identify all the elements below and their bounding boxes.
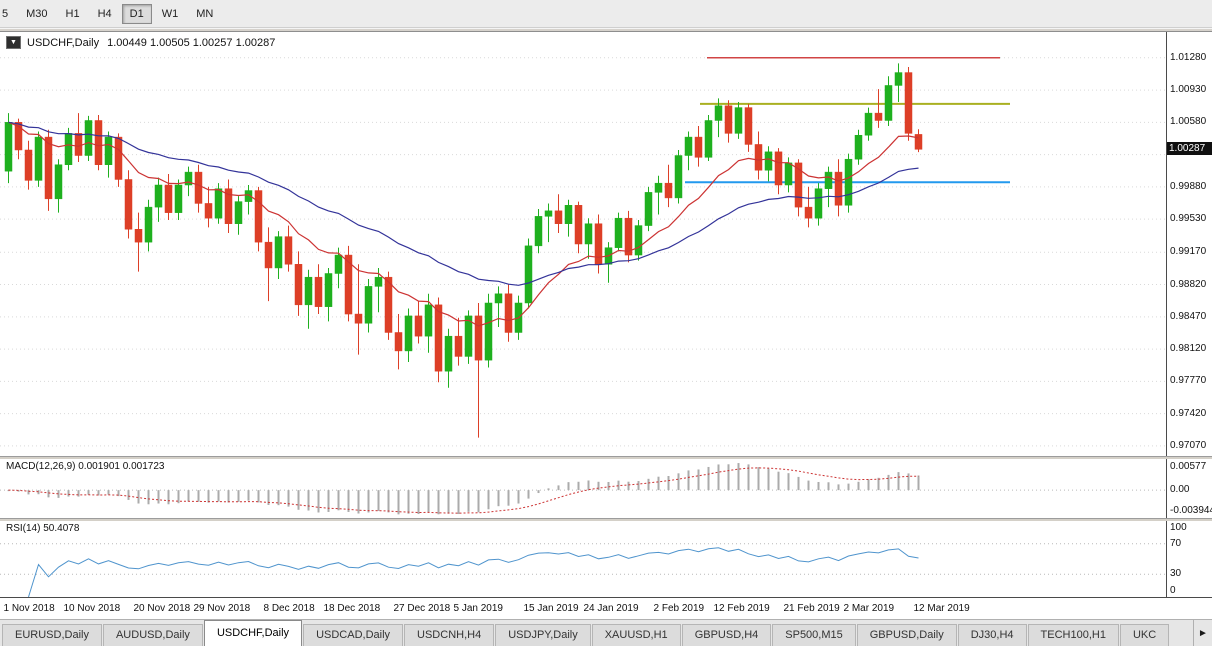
date-axis-label: 29 Nov 2018 <box>193 603 251 614</box>
chart-tab-dj30-h4[interactable]: DJ30,H4 <box>957 624 1027 646</box>
timeframe-toolbar: 5 M30 H1 H4 D1 W1 MN <box>0 0 1212 28</box>
macd-axis-label-min: -0.003944 <box>1170 505 1212 516</box>
chart-tab-gbpusd-daily[interactable]: GBPUSD,Daily <box>856 624 957 646</box>
timeframe-button-5[interactable]: 5 <box>2 7 9 20</box>
macd-axis-label-zero: 0.00 <box>1170 484 1190 496</box>
price-axis-label: 0.97420 <box>1170 407 1207 419</box>
price-axis: 1.00287 1.01280 1.00930 1.00580 0.99880 0.99… <box>1166 32 1212 456</box>
chart-tab-bar: EURUSD,Daily AUDUSD,Daily USDCHF,Daily USDC… <box>0 619 1212 646</box>
chart-tab-sp500-m15[interactable]: SP500,M15 <box>772 624 856 646</box>
timeframe-button-h4[interactable]: H4 <box>97 7 112 20</box>
rsi-axis-label: 100 <box>1170 522 1187 533</box>
chart-ohlc-values: 1.00449 1.00505 1.00257 1.00287 <box>107 36 276 49</box>
timeframe-buttons: 5 M30 H1 H4 D1 W1 MN <box>0 0 222 27</box>
window-border <box>0 28 1212 32</box>
chart-tab-gbpusd-h4[interactable]: GBPUSD,H4 <box>681 624 772 646</box>
chart-tab-usdcad-daily[interactable]: USDCAD,Daily <box>303 624 404 646</box>
date-axis-label: 27 Dec 2018 <box>393 603 451 614</box>
price-axis-label: 0.99880 <box>1170 180 1207 192</box>
date-axis-label: 8 Dec 2018 <box>263 603 315 614</box>
main-chart-canvas[interactable] <box>0 32 1166 456</box>
rsi-axis: 100 70 30 0 <box>1166 521 1212 597</box>
price-axis-label: 0.97770 <box>1170 375 1207 387</box>
rsi-panel: RSI(14) 50.4078 100 70 30 0 <box>0 521 1212 597</box>
chart-tab-usdcnh-h4[interactable]: USDCNH,H4 <box>404 624 495 646</box>
macd-label: MACD(12,26,9) 0.001901 0.001723 <box>6 461 165 472</box>
chart-title: ▼ USDCHF,Daily 1.00449 1.00505 1.00257 1… <box>6 36 275 49</box>
price-axis-label: 1.00580 <box>1170 116 1207 128</box>
date-axis-label: 5 Jan 2019 <box>453 603 504 614</box>
chart-tab-usdchf-daily[interactable]: USDCHF,Daily <box>203 620 303 646</box>
timeframe-button-mn[interactable]: MN <box>196 7 214 20</box>
date-axis-label: 15 Jan 2019 <box>523 603 579 614</box>
current-price-tag: 1.00287 <box>1167 142 1212 156</box>
rsi-label: RSI(14) 50.4078 <box>6 523 80 534</box>
chart-tab-usdjpy-daily[interactable]: USDJPY,Daily <box>495 624 591 646</box>
price-axis-label: 0.99530 <box>1170 213 1207 225</box>
timeframe-button-h1[interactable]: H1 <box>65 7 80 20</box>
price-chart-panel: ▼ USDCHF,Daily 1.00449 1.00505 1.00257 1… <box>0 32 1212 456</box>
price-axis-label: 0.98120 <box>1170 343 1207 355</box>
date-axis: 1 Nov 2018 10 Nov 2018 20 Nov 2018 29 Nov 2… <box>0 597 1212 619</box>
date-axis-label: 1 Nov 2018 <box>3 603 55 614</box>
macd-axis-label-max: 0.00577 <box>1170 461 1207 472</box>
date-axis-label: 10 Nov 2018 <box>63 603 121 614</box>
price-axis-label: 1.00930 <box>1170 84 1207 96</box>
rsi-canvas[interactable] <box>0 521 1166 597</box>
date-axis-label: 12 Feb 2019 <box>713 603 770 614</box>
price-axis-label: 0.98820 <box>1170 278 1207 290</box>
price-axis-label: 0.98470 <box>1170 310 1207 322</box>
chart-tab-ukc[interactable]: UKC <box>1119 624 1170 646</box>
date-axis-label: 2 Feb 2019 <box>653 603 705 614</box>
panel-splitter[interactable] <box>0 456 1212 459</box>
chart-tabs: EURUSD,Daily AUDUSD,Daily USDCHF,Daily USDC… <box>2 620 1192 646</box>
timeframe-button-w1[interactable]: W1 <box>161 7 179 20</box>
chart-symbol-label: USDCHF,Daily <box>27 36 100 49</box>
panel-splitter[interactable] <box>0 518 1212 521</box>
symbol-dropdown-icon[interactable]: ▼ <box>6 36 21 49</box>
date-axis-label: 20 Nov 2018 <box>133 603 191 614</box>
date-axis-label: 21 Feb 2019 <box>783 603 840 614</box>
chart-tab-eurusd-daily[interactable]: EURUSD,Daily <box>2 624 102 646</box>
date-axis-label: 18 Dec 2018 <box>323 603 381 614</box>
macd-panel: MACD(12,26,9) 0.001901 0.001723 0.00577 0… <box>0 459 1212 518</box>
chart-tab-tech100-h1[interactable]: TECH100,H1 <box>1027 624 1119 646</box>
tab-scroll-right-icon[interactable]: ► <box>1193 620 1212 646</box>
date-axis-label: 12 Mar 2019 <box>913 603 970 614</box>
chart-tab-audusd-daily[interactable]: AUDUSD,Daily <box>102 624 203 646</box>
chart-tab-xauusd-h1[interactable]: XAUUSD,H1 <box>591 624 681 646</box>
rsi-axis-label: 0 <box>1170 585 1176 596</box>
price-axis-label: 1.01280 <box>1170 51 1207 63</box>
rsi-axis-label: 70 <box>1170 537 1182 549</box>
price-axis-label: 0.97070 <box>1170 439 1207 451</box>
price-axis-label: 0.99170 <box>1170 246 1207 258</box>
timeframe-button-d1[interactable]: D1 <box>121 3 152 24</box>
date-axis-label: 24 Jan 2019 <box>583 603 639 614</box>
rsi-axis-label: 30 <box>1170 568 1182 580</box>
macd-axis: 0.00577 0.00 -0.003944 <box>1166 459 1212 518</box>
macd-canvas[interactable] <box>0 459 1166 518</box>
date-axis-label: 2 Mar 2019 <box>843 603 895 614</box>
timeframe-button-m30[interactable]: M30 <box>26 7 48 20</box>
